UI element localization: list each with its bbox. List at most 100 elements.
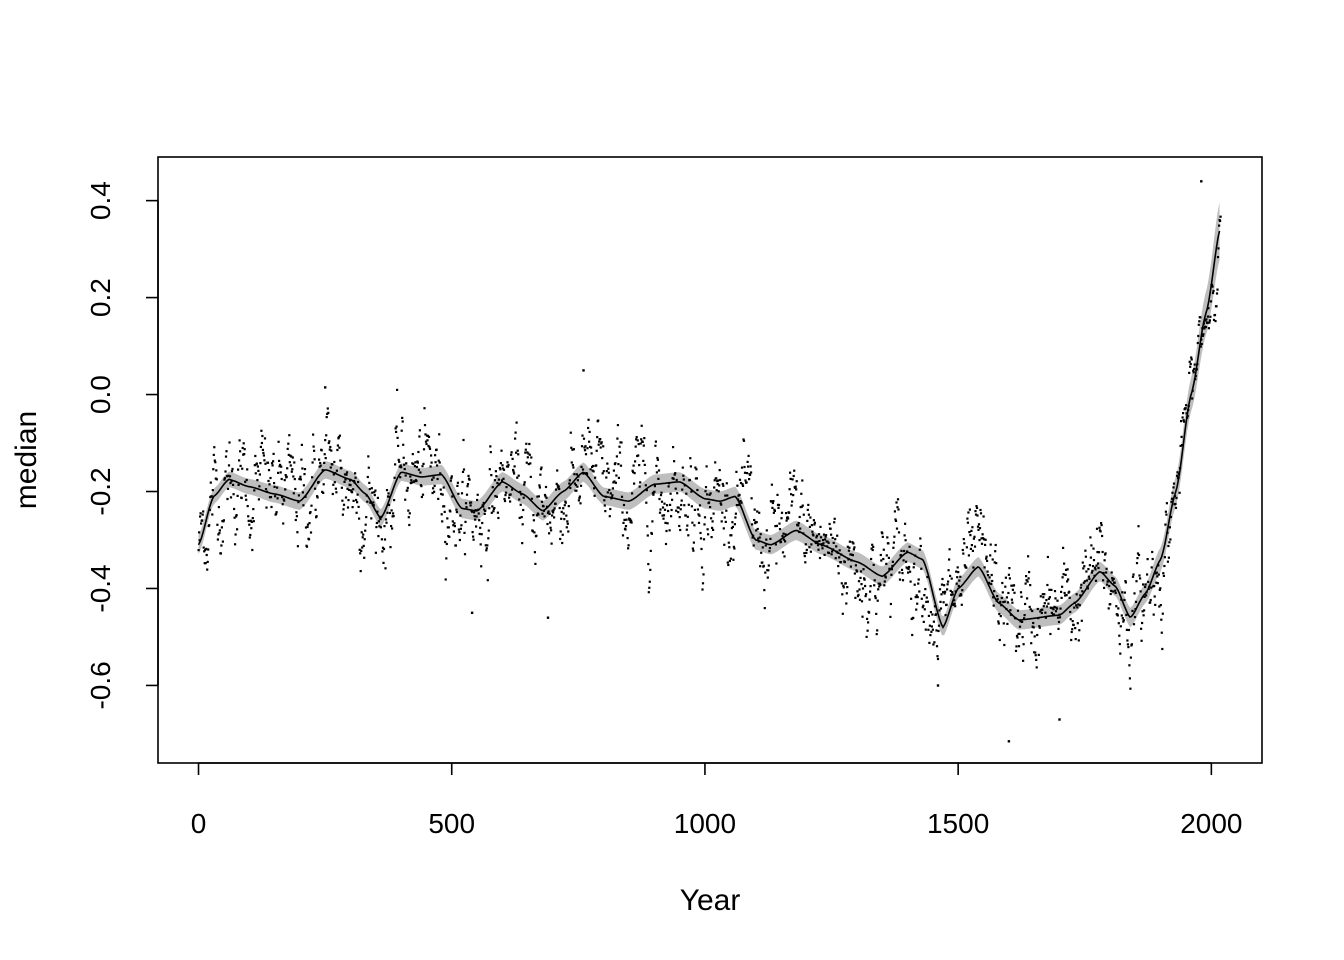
data-point	[244, 494, 247, 497]
data-point	[867, 621, 870, 624]
data-point	[654, 444, 657, 447]
data-point	[450, 475, 453, 478]
data-point	[749, 465, 752, 468]
data-point	[1159, 604, 1162, 607]
data-point	[953, 602, 956, 605]
data-point	[326, 407, 329, 410]
data-point	[379, 518, 382, 521]
data-point	[897, 508, 900, 511]
data-point	[987, 574, 990, 577]
data-point	[661, 506, 665, 509]
data-point	[459, 514, 462, 517]
data-point	[417, 450, 420, 454]
data-point	[679, 508, 682, 511]
data-point	[941, 577, 944, 581]
data-point	[385, 489, 389, 492]
data-point	[432, 487, 435, 490]
data-point	[567, 530, 570, 533]
x-tick-label: 2000	[1180, 808, 1242, 839]
data-point	[898, 578, 902, 581]
data-point	[741, 483, 744, 486]
data-point	[347, 499, 350, 502]
data-point	[913, 583, 916, 586]
data-point	[807, 503, 810, 506]
data-point	[387, 503, 391, 506]
data-point	[286, 467, 289, 470]
data-point	[1022, 659, 1025, 662]
data-point	[239, 464, 242, 467]
data-point	[553, 516, 556, 519]
data-point	[655, 471, 658, 474]
data-point	[1134, 600, 1138, 603]
data-point	[451, 520, 454, 523]
data-point	[724, 520, 727, 523]
data-point	[1083, 580, 1086, 583]
data-point	[844, 582, 847, 585]
data-point	[271, 464, 274, 467]
data-point	[985, 555, 988, 558]
data-point	[1126, 643, 1129, 646]
data-point	[627, 547, 630, 550]
data-point	[504, 491, 508, 494]
data-point	[413, 480, 416, 483]
data-point	[372, 501, 375, 504]
data-point	[232, 483, 235, 486]
data-point	[516, 449, 519, 452]
data-point	[396, 436, 399, 439]
data-point	[324, 439, 327, 442]
data-point	[619, 464, 623, 467]
data-point	[885, 562, 888, 565]
data-point	[764, 544, 767, 547]
data-point	[372, 504, 375, 507]
data-point	[1167, 556, 1170, 559]
data-point	[970, 544, 973, 547]
data-point	[1124, 581, 1127, 584]
data-point	[704, 490, 707, 493]
data-point	[999, 615, 1002, 618]
data-point	[295, 515, 298, 518]
data-point	[667, 485, 670, 488]
data-point	[733, 547, 736, 550]
data-point	[640, 438, 643, 441]
data-point	[1004, 585, 1007, 588]
data-point	[593, 494, 596, 497]
data-point	[503, 499, 507, 503]
data-point	[370, 517, 373, 520]
data-point	[442, 486, 445, 489]
data-point	[1074, 638, 1077, 641]
data-point	[988, 576, 991, 579]
data-point	[525, 461, 528, 464]
data-point	[339, 459, 342, 462]
data-point	[1158, 588, 1161, 591]
data-point	[1082, 567, 1085, 570]
data-point	[483, 508, 486, 511]
data-point	[961, 548, 964, 552]
data-point	[415, 465, 418, 469]
data-point	[966, 517, 969, 520]
data-point	[1071, 628, 1074, 631]
data-point	[819, 536, 823, 539]
data-point	[948, 548, 951, 551]
data-point	[321, 469, 324, 472]
data-point	[535, 534, 538, 537]
data-point	[794, 485, 797, 488]
data-point	[587, 426, 590, 430]
data-point	[903, 534, 906, 537]
data-point	[499, 462, 502, 465]
data-point	[1189, 365, 1192, 368]
data-point	[1143, 609, 1146, 612]
data-point	[349, 484, 352, 487]
data-point	[437, 459, 440, 462]
data-point	[638, 485, 641, 488]
data-point	[1141, 621, 1144, 625]
data-point	[528, 442, 531, 446]
data-point	[983, 538, 986, 541]
data-point	[439, 488, 442, 491]
data-point	[993, 561, 996, 564]
data-point	[556, 484, 559, 487]
data-point	[841, 593, 844, 596]
data-point	[1023, 614, 1026, 617]
data-point	[1157, 573, 1160, 576]
data-point	[201, 513, 204, 516]
data-point	[935, 629, 938, 632]
